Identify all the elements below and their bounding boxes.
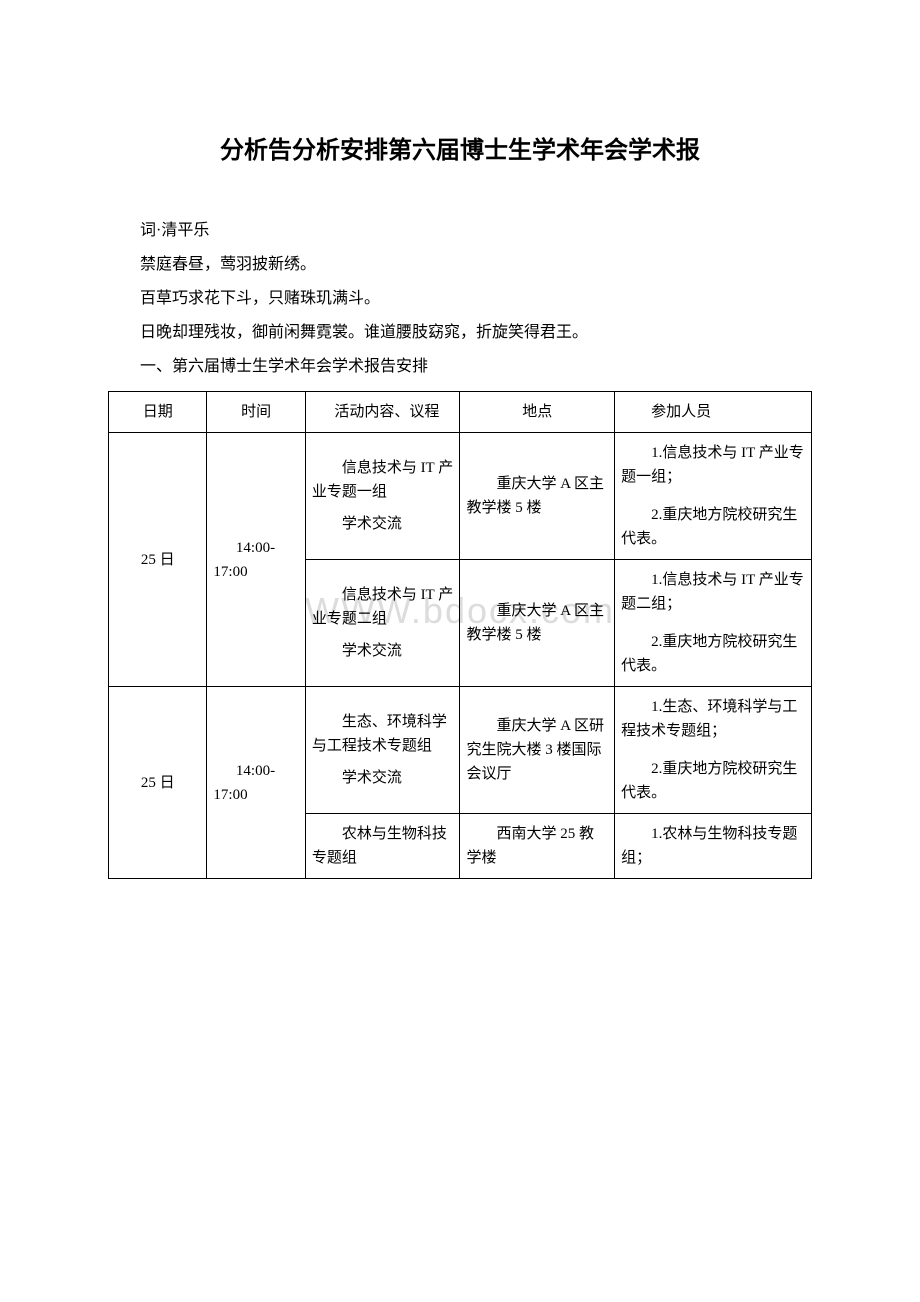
content-main: 信息技术与 IT 产业专题二组: [312, 583, 454, 631]
cell-people: 1.农林与生物科技专题组；: [615, 814, 812, 879]
content-sub: 学术交流: [312, 766, 454, 790]
cell-people: 1.信息技术与 IT 产业专题二组； 2.重庆地方院校研究生代表。: [615, 560, 812, 687]
table-row: 25 日 14:00-17:00 生态、环境科学与工程技术专题组 学术交流 重庆…: [109, 687, 812, 814]
cell-location: 西南大学 25 教学楼: [460, 814, 615, 879]
people-item-2: 2.重庆地方院校研究生代表。: [621, 757, 805, 805]
cell-location: 重庆大学 A 区研究生院大楼 3 楼国际会议厅: [460, 687, 615, 814]
cell-content: 农林与生物科技专题组: [305, 814, 460, 879]
content-sub: 学术交流: [312, 639, 454, 663]
people-item-2: 2.重庆地方院校研究生代表。: [621, 630, 805, 678]
header-date: 日期: [109, 392, 207, 433]
document-title: 分析告分析安排第六届博士生学术年会学术报: [108, 130, 812, 165]
cell-people: 1.信息技术与 IT 产业专题一组； 2.重庆地方院校研究生代表。: [615, 433, 812, 560]
cell-content: 信息技术与 IT 产业专题二组 学术交流: [305, 560, 460, 687]
cell-people: 1.生态、环境科学与工程技术专题组； 2.重庆地方院校研究生代表。: [615, 687, 812, 814]
cell-time: 14:00-17:00: [207, 433, 305, 687]
header-people: 参加人员: [615, 392, 812, 433]
cell-content: 生态、环境科学与工程技术专题组 学术交流: [305, 687, 460, 814]
header-content: 活动内容、议程: [305, 392, 460, 433]
content-main: 农林与生物科技专题组: [312, 822, 454, 870]
document-content: 分析告分析安排第六届博士生学术年会学术报 词·清平乐 禁庭春昼，莺羽披新绣。 百…: [108, 130, 812, 879]
header-time: 时间: [207, 392, 305, 433]
people-item-1: 1.生态、环境科学与工程技术专题组；: [621, 695, 805, 743]
schedule-table: 日期 时间 活动内容、议程 地点 参加人员 25 日 14:00-17:00 信…: [108, 391, 812, 879]
cell-time: 14:00-17:00: [207, 687, 305, 879]
cell-location: 重庆大学 A 区主教学楼 5 楼: [460, 433, 615, 560]
cell-date: 25 日: [109, 433, 207, 687]
table-row: 25 日 14:00-17:00 信息技术与 IT 产业专题一组 学术交流 重庆…: [109, 433, 812, 560]
paragraph-4: 日晚却理残妆，御前闲舞霓裳。谁道腰肢窈窕，折旋笑得君王。: [108, 317, 812, 349]
content-main: 信息技术与 IT 产业专题一组: [312, 456, 454, 504]
content-main: 生态、环境科学与工程技术专题组: [312, 710, 454, 758]
table-header-row: 日期 时间 活动内容、议程 地点 参加人员: [109, 392, 812, 433]
header-location: 地点: [460, 392, 615, 433]
section-heading: 一、第六届博士生学术年会学术报告安排: [108, 351, 812, 383]
people-item-1: 1.信息技术与 IT 产业专题一组；: [621, 441, 805, 489]
paragraph-3: 百草巧求花下斗，只赌珠玑满斗。: [108, 283, 812, 315]
people-item-1: 1.农林与生物科技专题组；: [621, 822, 805, 870]
content-sub: 学术交流: [312, 512, 454, 536]
cell-content: 信息技术与 IT 产业专题一组 学术交流: [305, 433, 460, 560]
people-item-2: 2.重庆地方院校研究生代表。: [621, 503, 805, 551]
people-item-1: 1.信息技术与 IT 产业专题二组；: [621, 568, 805, 616]
cell-location: 重庆大学 A 区主教学楼 5 楼: [460, 560, 615, 687]
paragraph-2: 禁庭春昼，莺羽披新绣。: [108, 249, 812, 281]
cell-date: 25 日: [109, 687, 207, 879]
paragraph-1: 词·清平乐: [108, 215, 812, 247]
